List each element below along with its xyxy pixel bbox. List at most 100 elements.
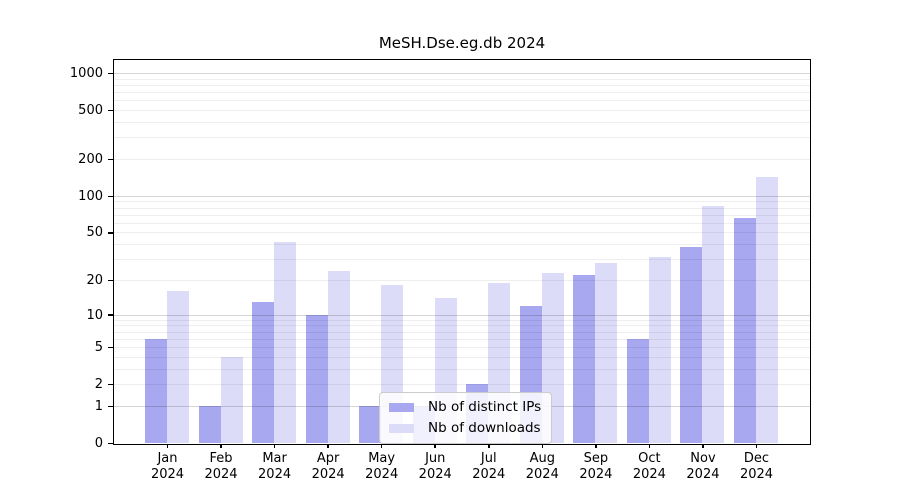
gridline-minor — [114, 338, 810, 340]
y-tick-label: 1000 — [69, 65, 103, 81]
chart-title: MeSH.Dse.eg.db 2024 — [378, 34, 546, 52]
y-tick — [108, 314, 113, 316]
bar-distinct-ips-jan — [145, 338, 167, 443]
gridline-minor — [114, 158, 810, 160]
y-tick — [108, 158, 113, 161]
bar-distinct-ips-sep — [573, 275, 596, 443]
bar-downloads-feb — [220, 356, 243, 443]
y-tick — [108, 383, 113, 386]
x-tick — [327, 443, 329, 448]
x-tick — [702, 443, 704, 448]
gridline-minor — [114, 137, 810, 139]
gridline-minor — [114, 214, 810, 216]
bar-downloads-oct — [648, 257, 671, 443]
y-tick — [108, 405, 113, 408]
bar-distinct-ips-dec — [734, 217, 756, 443]
gridline-minor — [114, 259, 810, 261]
legend-label: Nb of downloads — [428, 420, 541, 436]
x-tick — [273, 443, 276, 448]
y-tick — [108, 109, 113, 112]
gridlines-layer — [114, 60, 810, 444]
x-tick — [380, 443, 383, 448]
x-tick-label: Mar 2024 — [258, 450, 292, 483]
gridline-minor — [114, 121, 810, 123]
gridline-minor — [114, 222, 810, 224]
gridline-minor — [114, 109, 810, 111]
gridline-minor — [114, 207, 810, 209]
bars-layer — [114, 60, 810, 444]
bar-distinct-ips-apr — [305, 314, 328, 443]
y-tick-label: 2 — [94, 377, 103, 393]
gridline-major — [114, 72, 810, 74]
x-tick-label: Nov 2024 — [686, 450, 720, 483]
x-tick — [541, 443, 544, 448]
bar-distinct-ips-may — [359, 405, 382, 443]
plot-area: Nb of distinct IPs Nb of downloads — [113, 59, 811, 445]
gridline-minor — [114, 232, 810, 234]
x-tick-label: May 2024 — [365, 450, 399, 483]
gridline-minor — [114, 244, 810, 246]
y-tick-label: 200 — [78, 151, 103, 167]
legend: Nb of distinct IPs Nb of downloads — [379, 392, 553, 444]
gridline-minor — [114, 84, 810, 86]
bar-distinct-ips-mar — [252, 301, 275, 443]
bar-distinct-ips-nov — [680, 246, 703, 443]
y-tick — [108, 195, 113, 197]
bar-downloads-apr — [327, 270, 350, 443]
y-tick — [108, 279, 113, 282]
x-tick — [434, 443, 436, 448]
gridline-minor — [114, 356, 810, 358]
legend-swatch — [389, 423, 414, 433]
x-tick-label: Sep 2024 — [579, 450, 613, 483]
y-tick-label: 500 — [78, 102, 103, 118]
y-tick-label: 10 — [86, 307, 103, 323]
y-tick-label: 0 — [94, 436, 103, 451]
gridline-minor — [114, 331, 810, 333]
gridline-minor — [114, 78, 810, 80]
gridline-minor — [114, 201, 810, 203]
bar-distinct-ips-feb — [198, 405, 221, 443]
legend-label: Nb of distinct IPs — [428, 399, 542, 415]
legend-swatch — [389, 402, 414, 412]
bar-downloads-dec — [756, 177, 778, 443]
gridline-minor — [114, 384, 810, 386]
x-tick-label: Apr 2024 — [311, 450, 345, 483]
gridline-minor — [114, 91, 810, 93]
y-tick-label: 100 — [78, 188, 103, 204]
y-tick — [108, 232, 113, 234]
bar-downloads-jan — [167, 291, 189, 443]
x-tick-label: Oct 2024 — [632, 450, 666, 483]
gridline-major — [114, 195, 810, 197]
gridline-minor — [114, 319, 810, 321]
bar-downloads-nov — [702, 206, 725, 443]
y-tick — [108, 346, 113, 349]
bar-downloads-sep — [595, 262, 618, 443]
gridline-major — [114, 314, 810, 316]
gridline-minor — [114, 368, 810, 370]
x-tick — [648, 443, 651, 448]
x-tick-label: Feb 2024 — [204, 450, 238, 483]
x-tick — [166, 443, 169, 448]
x-tick-label: Dec 2024 — [739, 450, 774, 483]
x-tick — [488, 443, 490, 448]
y-tick-label: 1 — [94, 398, 103, 414]
x-tick-label: Jul 2024 — [472, 450, 506, 483]
legend-item: Nb of distinct IPs — [389, 398, 541, 416]
x-tick — [755, 443, 758, 448]
y-tick-label: 20 — [86, 272, 103, 288]
y-tick — [108, 72, 113, 75]
x-tick-label: Aug 2024 — [525, 450, 559, 483]
bar-distinct-ips-oct — [626, 338, 649, 443]
bar-downloads-mar — [274, 241, 297, 443]
gridline-minor — [114, 100, 810, 102]
gridline-minor — [114, 325, 810, 327]
gridline-minor — [114, 347, 810, 348]
gridline-minor — [114, 279, 810, 281]
legend-item: Nb of downloads — [389, 419, 541, 437]
y-tick — [108, 442, 113, 445]
y-tick-label: 5 — [94, 340, 103, 355]
x-tick — [220, 443, 222, 448]
y-tick-label: 50 — [86, 225, 103, 241]
x-tick-label: Jun 2024 — [418, 450, 452, 483]
